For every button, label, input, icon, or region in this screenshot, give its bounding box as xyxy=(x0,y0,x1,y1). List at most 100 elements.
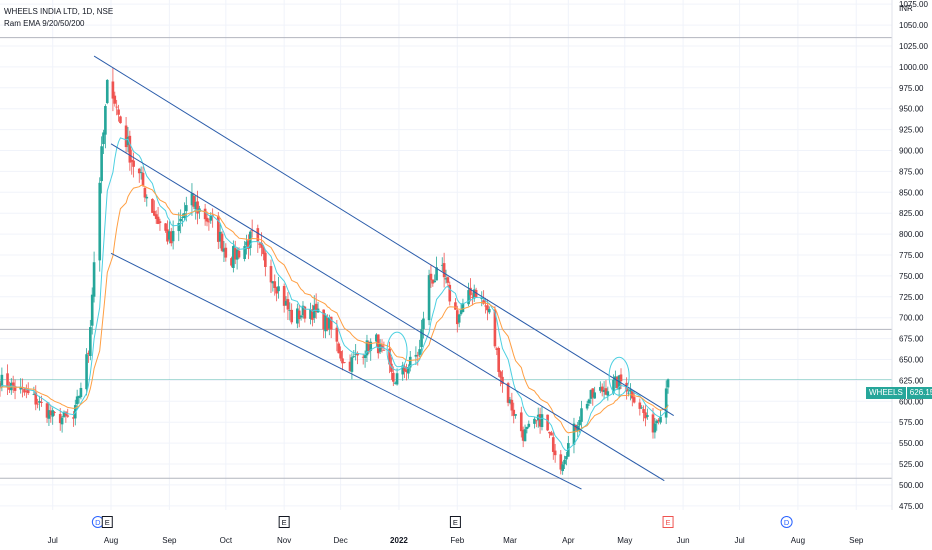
candle-body xyxy=(365,340,369,356)
candle-body xyxy=(117,109,120,115)
ema-lines xyxy=(0,137,669,452)
candle-body xyxy=(375,334,378,342)
candle-body xyxy=(390,363,393,372)
x-tick-label: Jun xyxy=(677,536,690,545)
candle-body xyxy=(66,415,70,417)
candle-body xyxy=(100,146,103,182)
candle-body xyxy=(565,456,568,460)
candle-body xyxy=(604,388,608,395)
candle-body xyxy=(580,408,583,422)
candle-body xyxy=(179,218,182,222)
y-tick-label: 750.00 xyxy=(899,272,924,281)
current-symbol: WHEELS xyxy=(866,387,907,399)
candle-body xyxy=(561,464,564,472)
candle-body xyxy=(352,356,356,358)
earnings-event-marker xyxy=(278,516,290,528)
candle-body xyxy=(156,216,160,224)
candle-body xyxy=(271,281,275,284)
candle-body xyxy=(508,399,512,403)
candle-body xyxy=(58,414,62,424)
x-tick-label: Nov xyxy=(277,536,291,545)
candle-body xyxy=(64,411,68,416)
candle-body xyxy=(296,308,299,324)
candle-body xyxy=(218,231,222,242)
candle-body xyxy=(26,389,30,394)
candle-body xyxy=(427,275,431,321)
candle-body xyxy=(418,349,421,355)
candle-body xyxy=(38,401,41,403)
x-tick-label: Jul xyxy=(48,536,58,545)
candle-body xyxy=(506,383,510,403)
candle-body xyxy=(559,454,563,470)
candle-body xyxy=(538,414,542,427)
horizontal-levels xyxy=(0,37,892,479)
y-tick-label: 675.00 xyxy=(899,335,924,344)
candle-body xyxy=(429,273,433,281)
y-tick-label: 475.00 xyxy=(899,502,924,511)
candle-body xyxy=(615,376,619,389)
candle-body xyxy=(600,386,604,392)
candle-body xyxy=(433,280,437,283)
candle-body xyxy=(567,443,570,457)
y-tick-label: 700.00 xyxy=(899,314,924,323)
candle-body xyxy=(602,390,606,392)
chart-grid xyxy=(0,0,892,510)
candle-body xyxy=(354,353,357,355)
candle-body xyxy=(469,287,472,296)
y-tick-label: 525.00 xyxy=(899,460,924,469)
candle-body xyxy=(493,309,497,347)
candle-body xyxy=(553,450,557,456)
x-tick-label: Jul xyxy=(734,536,744,545)
candle-body xyxy=(593,392,596,399)
indicator-legend[interactable]: Ram EMA 9/20/50/200 xyxy=(4,19,85,28)
candle-body xyxy=(311,309,314,320)
candle-body xyxy=(480,298,484,300)
candle-body xyxy=(286,299,290,310)
candle-body xyxy=(314,303,318,312)
x-tick-label: Dec xyxy=(333,536,347,545)
candle-body xyxy=(627,392,630,394)
candle-body xyxy=(132,160,135,167)
candle-body xyxy=(216,215,220,242)
event-marker-letter: E xyxy=(453,518,458,527)
y-tick-label: 550.00 xyxy=(899,439,924,448)
time-axis: Jul Aug Sep Oct Nov Dec 2022 Feb Mar Apr May Jun Jul… xyxy=(48,536,864,545)
candle-body xyxy=(514,414,517,416)
candle-body xyxy=(454,302,457,310)
x-tick-label: Mar xyxy=(503,536,517,545)
candle-body xyxy=(53,412,56,413)
candle-body xyxy=(335,327,339,342)
symbol-title[interactable]: WHEELS INDIA LTD, 1D, NSE xyxy=(4,7,114,16)
candle-body xyxy=(277,286,280,292)
earnings-event-marker xyxy=(449,516,461,528)
event-marker-letter: E xyxy=(666,518,671,527)
candle-body xyxy=(301,305,305,316)
candle-body xyxy=(184,205,188,212)
candle-body xyxy=(205,217,209,222)
candle-body xyxy=(640,407,644,409)
candle-body xyxy=(617,375,621,390)
candle-body xyxy=(612,379,615,393)
candle-body xyxy=(299,315,303,318)
x-tick-label: Sep xyxy=(849,536,864,545)
candle-body xyxy=(119,116,122,124)
candle-body xyxy=(467,290,470,305)
candle-body xyxy=(233,248,237,260)
candle-body xyxy=(152,211,156,216)
candle-body xyxy=(329,316,333,330)
candle-body xyxy=(154,214,158,219)
candle-body xyxy=(19,387,23,390)
candle-body xyxy=(141,172,145,186)
candle-body xyxy=(655,420,659,424)
trendlines xyxy=(93,55,674,490)
x-tick-label: Feb xyxy=(450,536,464,545)
x-tick-label: Apr xyxy=(562,536,575,545)
candle-body xyxy=(47,410,51,419)
event-marker-letter: E xyxy=(282,518,287,527)
candle-body xyxy=(523,429,527,442)
candle-body xyxy=(113,95,117,104)
y-tick-label: 625.00 xyxy=(899,376,924,385)
candle-body xyxy=(284,300,288,306)
candle-body xyxy=(471,296,474,298)
